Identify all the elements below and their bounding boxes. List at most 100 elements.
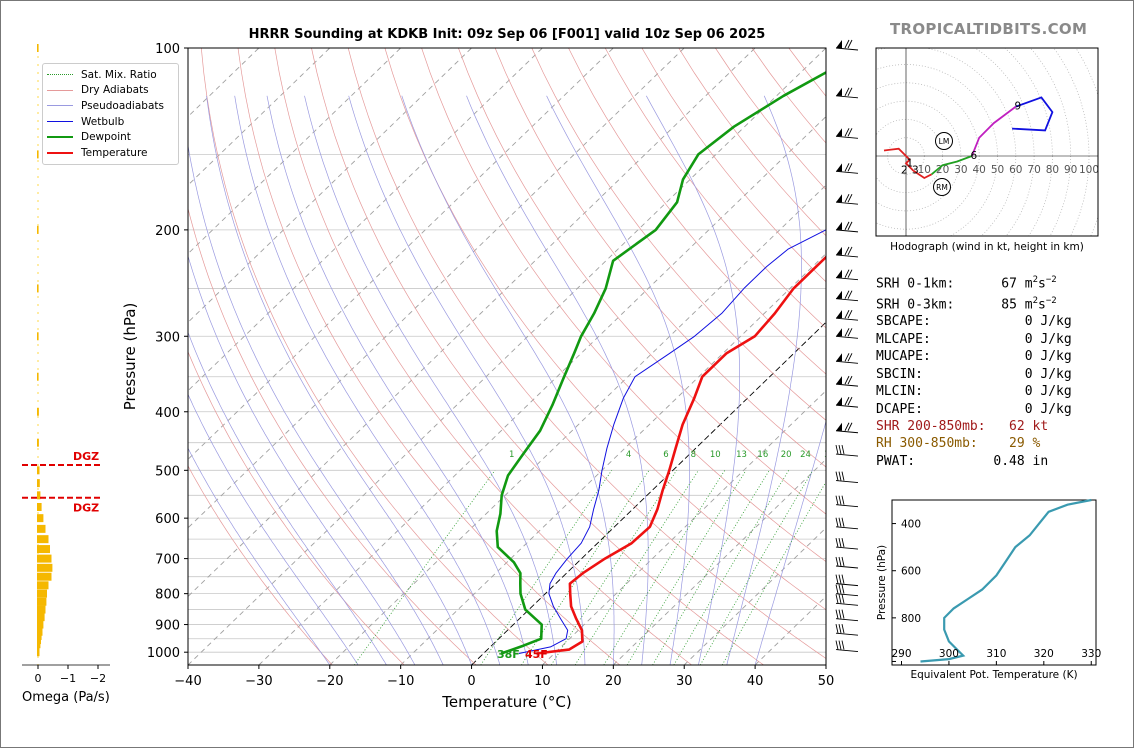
omega-bar bbox=[37, 589, 47, 598]
barb-staff bbox=[835, 229, 859, 233]
barb-staff bbox=[835, 317, 859, 321]
mixing-ratio-label: 24 bbox=[800, 450, 811, 460]
legend-label: Dry Adiabats bbox=[81, 84, 149, 97]
barb-flag bbox=[844, 246, 850, 256]
barb-flag bbox=[838, 584, 842, 594]
thetae-x-tick-label: 320 bbox=[1034, 648, 1054, 660]
hodo-ring-label: 30 bbox=[954, 164, 967, 176]
brand-watermark: TROPICALTIDBITS.COM bbox=[890, 20, 1088, 38]
moist-adiabat bbox=[188, 143, 444, 665]
barb-flag bbox=[847, 194, 853, 203]
x-axis-label: Temperature (°C) bbox=[441, 693, 571, 711]
barb-flag bbox=[838, 624, 842, 634]
barb-flag bbox=[835, 471, 839, 481]
omega-bar bbox=[37, 44, 39, 52]
barb-flag bbox=[847, 221, 853, 231]
x-tick-label: −20 bbox=[316, 674, 343, 689]
legend-label: Sat. Mix. Ratio bbox=[81, 68, 157, 81]
omega-bar bbox=[37, 407, 39, 416]
omega-bar bbox=[37, 225, 39, 234]
barb-pennant bbox=[836, 397, 842, 406]
hodo-ring-label: 90 bbox=[1064, 164, 1077, 176]
barb-flag bbox=[835, 556, 839, 567]
moist-adiabat bbox=[401, 95, 615, 665]
y-tick-label: 300 bbox=[155, 330, 180, 345]
hodo-height-label: 9 bbox=[1014, 101, 1021, 113]
barb-staff bbox=[835, 593, 859, 597]
legend-swatch bbox=[47, 74, 73, 76]
barb-flag bbox=[841, 594, 845, 604]
omega-bar bbox=[37, 554, 52, 563]
wind-barb bbox=[835, 640, 859, 653]
barb-pennant bbox=[836, 246, 842, 255]
wind-barb bbox=[835, 471, 859, 484]
thetae-y-tick-label: 800 bbox=[901, 613, 921, 625]
skewt-plot-area: 1 4 6 8 10 13 16 20 24 30 36 bbox=[0, 48, 826, 665]
barb-flag bbox=[844, 221, 850, 231]
barb-flag bbox=[844, 194, 850, 203]
y-tick-label: 1000 bbox=[147, 646, 180, 661]
moist-adiabat bbox=[188, 255, 416, 665]
omega-bar bbox=[37, 597, 47, 606]
dry-adiabat bbox=[604, 48, 826, 329]
wind-barb bbox=[835, 422, 859, 434]
barb-pennant bbox=[836, 422, 842, 431]
legend-label: Temperature bbox=[81, 146, 148, 159]
stat-row-rh: RH 300-850mb: 29 % bbox=[876, 436, 1041, 452]
hodo-height-label: 2 bbox=[901, 165, 908, 177]
mixing-ratio-line bbox=[673, 470, 790, 665]
moist-adiabat bbox=[188, 447, 331, 665]
hodo-height-label: 3 bbox=[912, 165, 919, 177]
dry-adiabat bbox=[568, 48, 826, 375]
stat-row: SRH 0-3km: 85 m2s−2 bbox=[876, 295, 1057, 313]
barb-flag bbox=[844, 163, 850, 172]
barb-flag bbox=[835, 538, 839, 548]
wind-barb bbox=[835, 353, 859, 364]
moist-adiabat bbox=[754, 420, 826, 665]
mixing-ratio-line bbox=[699, 470, 814, 665]
hodograph-caption: Hodograph (wind in kt, height in km) bbox=[890, 241, 1084, 253]
storm-motion-label: LM bbox=[939, 137, 950, 146]
legend-label: Pseudoadiabats bbox=[81, 99, 164, 112]
barb-flag bbox=[841, 556, 845, 567]
hodo-ring-label: 80 bbox=[1046, 164, 1059, 176]
isotherm bbox=[542, 390, 826, 665]
omega-bar bbox=[37, 605, 46, 614]
barb-staff bbox=[835, 526, 859, 530]
mixing-ratio-label: 10 bbox=[710, 450, 721, 460]
barb-flag bbox=[847, 128, 853, 137]
wind-barb bbox=[835, 328, 859, 339]
moist-adiabat bbox=[206, 95, 472, 665]
x-tick-label: 50 bbox=[818, 674, 835, 689]
stat-row: SBCAPE: 0 J/kg bbox=[876, 314, 1072, 330]
barb-staff bbox=[835, 480, 859, 484]
profile-temperature bbox=[536, 255, 826, 655]
thetae-profile bbox=[920, 498, 1092, 663]
dry-adiabat bbox=[188, 465, 333, 665]
barb-flag bbox=[847, 375, 853, 385]
isotherm bbox=[0, 48, 46, 665]
hodo-ring-label: 10 bbox=[918, 164, 931, 176]
legend-label: Dewpoint bbox=[81, 131, 131, 144]
wind-barb bbox=[835, 128, 859, 139]
mixing-ratio-line bbox=[721, 481, 826, 665]
thetae-y-tick-label: 400 bbox=[901, 519, 921, 531]
barb-flag bbox=[847, 39, 853, 49]
barb-flag bbox=[847, 396, 853, 406]
barb-flag bbox=[844, 396, 850, 406]
wind-barb bbox=[835, 221, 859, 233]
barb-pennant bbox=[836, 194, 842, 203]
omega-bar bbox=[37, 535, 49, 544]
barb-flag bbox=[835, 624, 839, 634]
wind-barb bbox=[835, 624, 859, 636]
x-tick-label: −30 bbox=[245, 674, 272, 689]
barb-staff bbox=[835, 504, 859, 508]
barb-pennant bbox=[836, 87, 842, 96]
dry-adiabat bbox=[274, 48, 692, 665]
isotherm bbox=[683, 527, 826, 665]
barb-flag bbox=[844, 269, 850, 278]
barb-flag bbox=[847, 290, 853, 299]
omega-tick-label: −1 bbox=[60, 672, 76, 685]
